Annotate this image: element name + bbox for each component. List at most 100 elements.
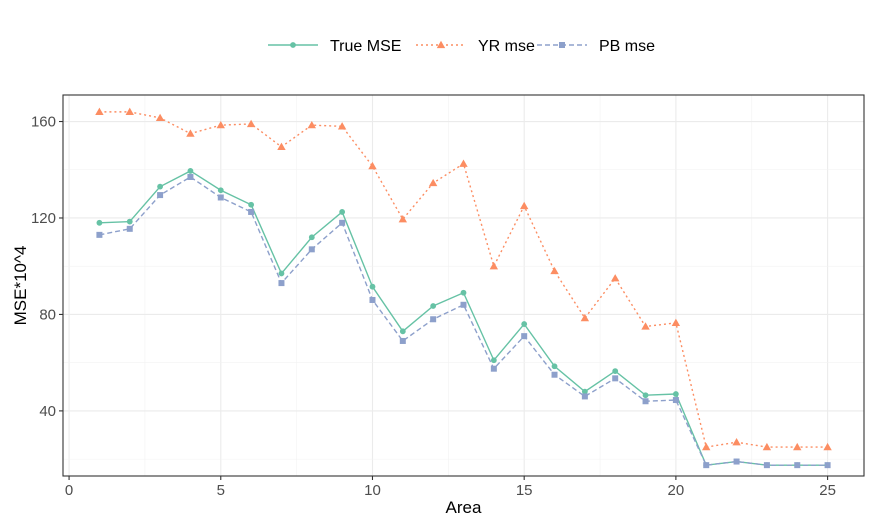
data-point-pb-mse [612, 375, 619, 382]
y-tick-label: 40 [39, 403, 56, 420]
grid-lines [63, 95, 864, 476]
data-point-pb-mse [308, 246, 315, 253]
x-tick-label: 5 [217, 482, 225, 499]
data-point-true-mse [551, 363, 558, 370]
data-point-true-mse [672, 391, 679, 397]
data-point-pb-mse [217, 194, 224, 201]
data-point-pb-mse [521, 333, 528, 340]
data-point-yr-mse [611, 274, 620, 282]
data-point-pb-mse [763, 462, 770, 469]
data-point-true-mse [248, 201, 255, 208]
data-point-yr-mse [702, 442, 711, 451]
data-point-true-mse [126, 218, 133, 225]
plot-panel [63, 95, 864, 476]
series-yr-mse [95, 107, 832, 451]
x-tick-label: 10 [364, 482, 381, 499]
x-tick-label: 25 [819, 482, 836, 499]
data-point-yr-mse [580, 313, 590, 322]
x-tick-label: 20 [668, 482, 685, 499]
data-point-yr-mse [398, 214, 408, 223]
data-point-pb-mse [339, 219, 346, 226]
data-point-pb-mse [642, 398, 649, 405]
data-point-yr-mse [489, 262, 499, 270]
data-point-yr-mse [793, 442, 802, 451]
data-point-yr-mse [428, 178, 438, 187]
data-point-yr-mse [95, 107, 104, 116]
data-point-true-mse [96, 219, 103, 226]
data-point-yr-mse [732, 438, 741, 446]
data-point-true-mse [642, 392, 649, 399]
x-tick-label: 0 [65, 482, 73, 499]
data-point-true-mse [308, 234, 315, 241]
plot-border [62, 94, 865, 477]
data-point-yr-mse [186, 129, 195, 137]
axes: 0 5 10 15 20 25 40 80 120 160 [31, 114, 836, 499]
data-point-true-mse [399, 328, 406, 335]
data-point-yr-mse [550, 266, 559, 275]
data-point-yr-mse [337, 122, 347, 130]
data-point-pb-mse [187, 173, 194, 180]
data-point-true-mse [490, 357, 497, 364]
data-point-true-mse [581, 388, 588, 395]
data-point-true-mse [369, 283, 376, 290]
legend-item-true-mse: True MSE [268, 38, 401, 55]
data-point-true-mse [187, 168, 194, 174]
data-point-pb-mse [369, 296, 376, 303]
data-point-pb-mse [430, 316, 437, 323]
data-point-pb-mse [490, 365, 497, 372]
data-point-yr-mse [368, 161, 377, 170]
data-point-true-mse [430, 303, 437, 309]
data-point-true-mse [157, 183, 163, 190]
data-point-yr-mse [671, 318, 681, 327]
legend-label: True MSE [330, 38, 401, 55]
data-point-pb-mse [672, 397, 679, 404]
data-point-pb-mse [794, 462, 801, 469]
x-axis-title: Area [446, 498, 482, 517]
y-tick-label: 80 [39, 306, 56, 323]
data-point-yr-mse [459, 159, 468, 167]
data-point-yr-mse [307, 120, 316, 129]
legend-key-marker [290, 42, 296, 48]
series-pb-mse [96, 173, 831, 469]
data-point-true-mse [278, 270, 285, 277]
y-tick-label: 160 [31, 114, 56, 131]
data-point-pb-mse [399, 337, 406, 344]
legend-key-marker [436, 40, 446, 49]
data-point-pb-mse [278, 280, 285, 287]
y-axis-title: MSE*10^4 [11, 246, 30, 326]
data-point-yr-mse [125, 107, 134, 116]
data-point-yr-mse [246, 119, 256, 128]
data-point-yr-mse [823, 442, 832, 451]
legend-key-marker [559, 42, 565, 48]
data-point-yr-mse [762, 442, 772, 451]
legend-label: PB mse [599, 38, 655, 55]
legend-item-yr-mse: YR mse [416, 38, 535, 55]
data-point-true-mse [217, 187, 224, 194]
data-point-pb-mse [126, 225, 133, 232]
data-point-yr-mse [277, 142, 286, 150]
data-point-pb-mse [248, 208, 255, 215]
legend-label: YR mse [478, 38, 535, 55]
data-point-true-mse [612, 368, 619, 375]
data-point-pb-mse [703, 462, 710, 469]
y-tick-label: 120 [31, 210, 56, 227]
data-point-true-mse [339, 209, 346, 215]
data-point-yr-mse [155, 113, 165, 122]
data-point-pb-mse [96, 231, 103, 238]
data-point-yr-mse [641, 322, 650, 330]
data-point-yr-mse [519, 201, 529, 210]
data-point-pb-mse [551, 371, 558, 378]
data-point-yr-mse [216, 120, 225, 129]
legend-item-pb-mse: PB mse [537, 38, 655, 55]
data-point-pb-mse [157, 192, 164, 199]
data-point-pb-mse [581, 393, 588, 400]
data-point-pb-mse [733, 458, 740, 465]
legend: True MSE YR mse PB mse [268, 38, 655, 55]
data-point-pb-mse [824, 462, 831, 469]
data-point-true-mse [460, 289, 467, 296]
data-point-pb-mse [460, 301, 467, 308]
x-tick-label: 15 [516, 482, 533, 499]
series-layer [95, 107, 832, 469]
data-point-true-mse [521, 321, 528, 327]
